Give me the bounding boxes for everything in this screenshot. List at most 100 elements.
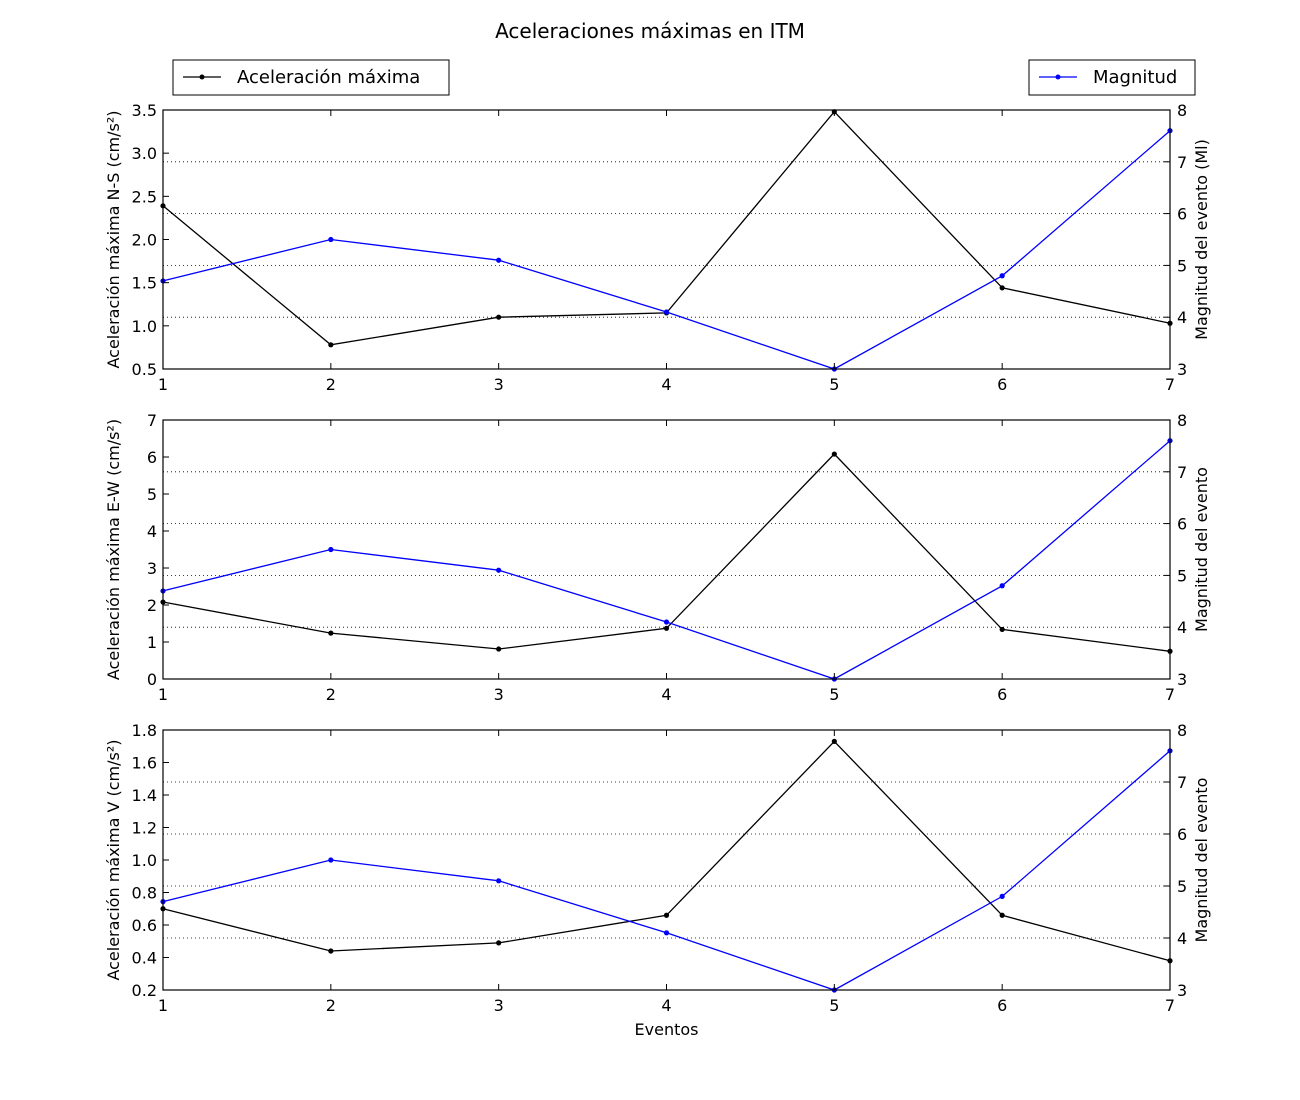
x-tick-label: 3 [494,996,504,1015]
x-tick-label: 4 [661,375,671,394]
x-axis-label: Eventos [635,1020,699,1039]
magnitude-point [663,619,670,625]
y2-tick-label: 4 [1177,618,1187,637]
y-tick-label: 5 [147,485,157,504]
y-tick-label: 7 [147,411,157,430]
y2-tick-label: 3 [1177,670,1187,689]
x-tick-label: 1 [158,375,168,394]
legend-left: Aceleración máxima [172,59,450,96]
legend-right-marker [1055,74,1061,80]
y-tick-label: 1.2 [132,819,157,838]
magnitude-point [999,273,1005,279]
accel-point [999,626,1005,633]
y-tick-label: 2.5 [132,187,157,206]
x-tick-label: 2 [326,375,336,394]
x-tick-label: 6 [997,685,1007,704]
magnitude-series-line [162,440,1171,680]
y2-axis-label: Magnitud del evento [1192,467,1211,632]
y-tick-label: 1.0 [132,317,157,336]
y2-tick-label: 5 [1177,256,1187,275]
y2-tick-label: 5 [1177,877,1187,896]
y-tick-label: 6 [147,448,157,467]
y-tick-label: 1.6 [132,754,157,773]
accel-point [328,948,334,954]
magnitude-point [999,893,1005,900]
accel-point [496,940,502,946]
y2-tick-label: 4 [1177,308,1187,327]
y2-tick-label: 6 [1177,205,1187,224]
y-tick-label: 1 [147,633,157,652]
plot-frame [162,729,1171,991]
x-tick-label: 5 [829,685,839,704]
y2-tick-label: 3 [1177,360,1187,379]
accel-point [999,285,1005,291]
y2-tick-label: 8 [1177,411,1187,430]
y-tick-label: 0.6 [132,916,157,935]
magnitude-point [496,878,502,884]
magnitude-point [496,257,502,263]
x-tick-label: 2 [326,996,336,1015]
accel-point [496,646,502,652]
y2-axis-label: Magnitud del evento (Ml) [1192,139,1211,340]
y-tick-label: 3.0 [132,144,157,163]
x-tick-label: 4 [661,996,671,1015]
x-tick-label: 1 [158,685,168,704]
x-tick-label: 6 [997,375,1007,394]
legend-left-marker [199,74,205,80]
accel-point [831,451,837,457]
y-tick-label: 1.5 [132,274,157,293]
magnitude-point [496,567,502,573]
accel-point [328,342,334,348]
magnitude-point [999,583,1005,589]
y2-tick-label: 6 [1177,825,1187,844]
x-tick-label: 4 [661,685,671,704]
y-tick-label: 2.0 [132,231,157,250]
y2-tick-label: 8 [1177,101,1187,120]
y-tick-label: 0.8 [132,884,157,903]
y2-tick-label: 7 [1177,773,1187,792]
x-tick-label: 6 [997,996,1007,1015]
legend-right: Magnitud [1028,59,1196,96]
y-tick-label: 2 [147,596,157,615]
x-tick-label: 7 [1165,375,1175,394]
subplot-3: 1 2 3 4 5 6 7 0.2 0.4 0.6 0.8 1.0 1.2 1.4 1.6 1.8 3 4 5 6 7 8… [104,721,1211,1039]
x-tick-label: 5 [829,996,839,1015]
magnitude-point [328,546,334,553]
x-tick-label: 5 [829,375,839,394]
y2-tick-label: 7 [1177,463,1187,482]
y-axis-label: Aceleración máxima V (cm/s²) [104,739,123,980]
magnitude-point [328,857,334,863]
x-tick-label: 7 [1165,685,1175,704]
y-axis-label: Aceleración máxima E-W (cm/s²) [104,419,123,680]
magnitude-point [328,236,334,243]
accel-point [999,912,1005,918]
magnitude-point [663,930,670,936]
magnitude-point [663,309,670,315]
y-tick-label: 0.2 [132,981,157,1000]
accel-point [328,630,334,636]
chart-title: Aceleraciones máximas en ITM [495,19,805,43]
subplots: 1 2 3 4 5 6 70.51.01.52.02.53.03.5345678Aceler… [104,101,1211,1039]
x-tick-label: 2 [326,685,336,704]
x-tick-label: 3 [494,685,504,704]
x-tick-label: 3 [494,375,504,394]
y-tick-label: 3.5 [132,101,157,120]
y2-tick-label: 3 [1177,981,1187,1000]
y-tick-label: 0.5 [132,360,157,379]
y2-tick-label: 5 [1177,566,1187,585]
magnitude-series-line [162,750,1171,991]
legend-right-label: Magnitud [1093,67,1177,88]
y2-tick-label: 8 [1177,721,1187,740]
y-tick-label: 0.4 [132,949,157,968]
y-axis-label: Aceleración máxima N-S (cm/s²) [104,110,123,368]
y2-tick-label: 7 [1177,153,1187,172]
accel-point [496,314,502,320]
accel-point [831,738,837,744]
y-tick-label: 1.0 [132,851,157,870]
accel-point [663,912,670,918]
y-tick-label: 4 [147,522,157,541]
subplot-1: 1 2 3 4 5 6 7 0.5 1.0 1.5 2.0 2.5 3.0 3.5 3 4 5 6 7 8 Aceler… [104,101,1211,394]
y2-axis-label: Magnitud del evento [1192,778,1211,943]
